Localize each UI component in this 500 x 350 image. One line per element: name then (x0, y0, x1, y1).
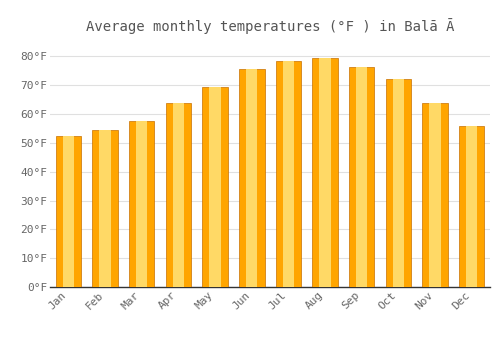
Bar (129, 121, 154, 287)
Bar (356, 66, 368, 287)
Title: Average monthly temperatures (°F ) in Balā Ā: Average monthly temperatures (°F ) in Ba… (86, 18, 454, 34)
Bar (392, 79, 404, 287)
Bar (92, 130, 118, 287)
Bar (429, 103, 441, 287)
Bar (282, 61, 294, 287)
Bar (349, 66, 374, 287)
Bar (276, 61, 301, 287)
Bar (62, 136, 74, 287)
Bar (99, 130, 111, 287)
Bar (246, 69, 258, 287)
Bar (56, 136, 81, 287)
Bar (386, 79, 411, 287)
Bar (239, 69, 264, 287)
Bar (202, 87, 228, 287)
Bar (209, 87, 221, 287)
Bar (172, 103, 184, 287)
Bar (312, 58, 338, 287)
Bar (319, 58, 331, 287)
Bar (459, 126, 484, 287)
Bar (136, 121, 147, 287)
Bar (422, 103, 448, 287)
Bar (166, 103, 191, 287)
Bar (466, 126, 477, 287)
